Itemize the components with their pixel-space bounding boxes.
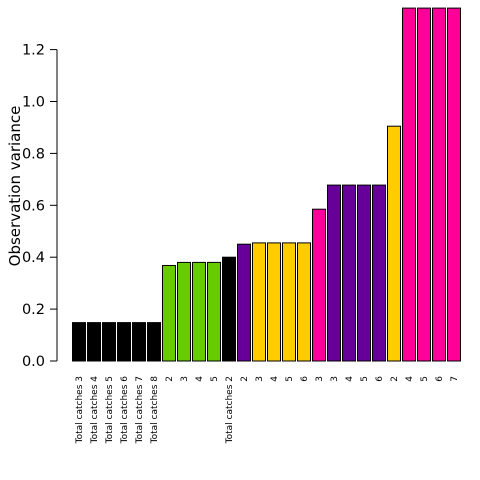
y-axis-title: Observation variance: [6, 106, 24, 267]
bar-1: [72, 322, 86, 362]
x-tick-label: Total catches 2: [225, 376, 235, 444]
x-tick-label: 2: [165, 376, 175, 382]
bar-21: [372, 184, 386, 362]
x-tick-label: 4: [345, 376, 355, 382]
bar-20: [357, 184, 371, 362]
x-tick-label: 2: [390, 376, 400, 382]
bar-23: [402, 7, 416, 362]
x-tick-label: 3: [255, 376, 265, 382]
bar-5: [132, 322, 146, 362]
bar-13: [252, 242, 266, 362]
x-tick-label: 6: [300, 376, 310, 382]
y-tick-label: 0.2: [22, 302, 45, 318]
y-tick-label: 0.6: [22, 198, 45, 214]
x-tick-label: 3: [315, 376, 325, 382]
bar-14: [267, 242, 281, 362]
y-axis: 0.0 0.2 0.4 0.6 0.8 1.0 1.2: [22, 43, 58, 370]
bar-22: [387, 125, 401, 362]
y-tick-label: 0.0: [22, 354, 45, 370]
x-tick-label: Total catches 3: [75, 376, 85, 444]
x-tick-label: Total catches 4: [90, 376, 100, 445]
x-tick-label: 4: [270, 376, 280, 382]
bar-16: [297, 242, 311, 362]
bar-18: [327, 184, 341, 362]
x-tick-label: Total catches 6: [120, 376, 130, 445]
x-tick-label: 4: [195, 376, 205, 382]
bar-15: [282, 242, 296, 362]
x-tick-label: Total catches 5: [105, 376, 115, 444]
bar-6: [147, 322, 161, 362]
x-tick-label: 5: [420, 376, 430, 382]
y-tick-label: 0.8: [22, 146, 45, 162]
x-tick-label: 6: [375, 376, 385, 382]
y-tick-label: 0.4: [22, 250, 45, 266]
bar-3: [102, 322, 116, 362]
x-tick-label: 2: [240, 376, 250, 382]
bar-24: [417, 7, 431, 362]
bar-9: [192, 261, 206, 362]
bar-11: [222, 256, 236, 362]
bar-17: [312, 208, 326, 362]
x-tick-label: 3: [330, 376, 340, 382]
y-tick-label: 1.0: [22, 95, 45, 111]
x-tick-label: 7: [450, 376, 460, 382]
bar-2: [87, 322, 101, 362]
x-tick-label: 5: [360, 376, 370, 382]
x-tick-label: Total catches 8: [150, 376, 160, 445]
x-tick-label: 5: [210, 376, 220, 382]
bar-25: [432, 7, 446, 362]
x-tick-label: 6: [435, 376, 445, 382]
x-tick-label: 3: [180, 376, 190, 382]
bar-4: [117, 322, 131, 362]
bar-12: [237, 243, 251, 362]
bar-7: [162, 265, 176, 362]
bar-19: [342, 184, 356, 362]
x-tick-labels: Total catches 3 Total catches 4 Total catc…: [75, 376, 460, 445]
bar-26: [447, 7, 461, 362]
bar-10: [207, 261, 221, 362]
x-tick-label: Total catches 7: [135, 376, 145, 444]
y-tick-label: 1.2: [22, 43, 45, 59]
x-tick-label: 5: [285, 376, 295, 382]
x-tick-label: 4: [405, 376, 415, 382]
bars-layer: [72, 7, 461, 362]
bar-8: [177, 261, 191, 362]
